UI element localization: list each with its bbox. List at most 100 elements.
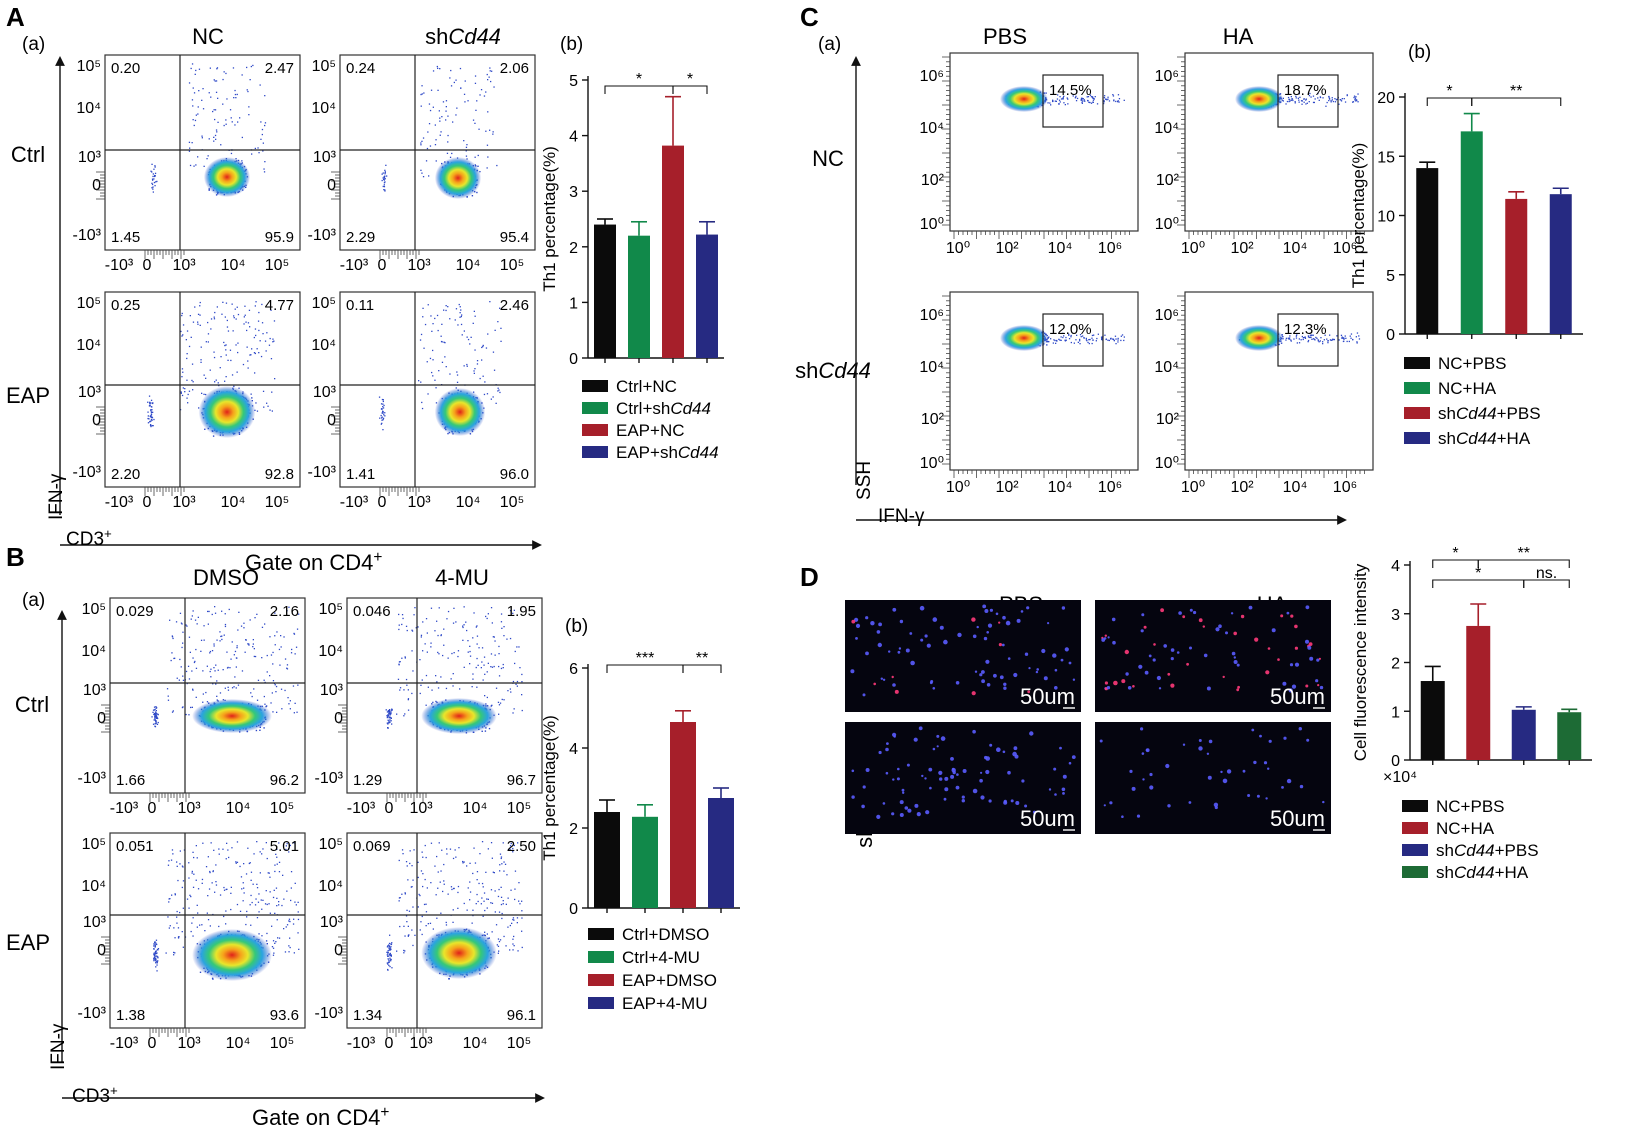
x-axis-ticks: 10⁰ 10² 10⁴ 10⁶ xyxy=(946,470,1130,496)
y-tick-label: 4 xyxy=(1391,558,1400,575)
x-tick-label: 10³ xyxy=(172,257,196,274)
y-tick-label: -10³ xyxy=(73,227,102,244)
y-tick-label: 10⁰ xyxy=(1155,455,1179,472)
x-tick-label: 10⁴ xyxy=(221,257,246,274)
plot-frame xyxy=(109,597,306,794)
y-tick-label: 10³ xyxy=(78,384,102,401)
y-tick-label: 3 xyxy=(569,184,578,201)
quadrant-value-bottom-left: 1.41 xyxy=(346,466,375,483)
bar-shcd44-ha xyxy=(1557,712,1582,760)
y-tick-label: 10⁴ xyxy=(919,359,944,376)
x-tick-label: -10³ xyxy=(110,800,139,817)
cell-nuclei xyxy=(1101,605,1324,693)
y-tick-label: 10⁴ xyxy=(311,337,336,354)
quadrant-value-top-left: 0.051 xyxy=(116,838,154,855)
panel-a-sub-a: (a) xyxy=(22,34,45,55)
legend-label: NC+HA xyxy=(1436,819,1495,838)
y-tick-label: 4 xyxy=(569,129,578,146)
y-tick-label: 10⁰ xyxy=(920,455,944,472)
y-tick-label: 10⁴ xyxy=(81,643,106,660)
quadrant-value-bottom-left: 1.66 xyxy=(116,772,145,789)
panel-b-col-title-1: DMSO xyxy=(193,565,259,590)
x-tick-label: 0 xyxy=(378,494,387,511)
quadrant-value-top-right: 2.47 xyxy=(265,60,294,77)
panel-c-col-title-2: HA xyxy=(1223,24,1254,49)
panel-d: PBS HA NC shCd44 50um 50um 50um 50um 012… xyxy=(845,545,1592,882)
x-tick-label: 10² xyxy=(995,240,1019,257)
micrograph-background xyxy=(845,722,1081,834)
y-tick-label: 10⁴ xyxy=(76,100,101,117)
panel-a: (a) NC shCd44 Ctrl EAP IFN-γ CD3+ Gate o… xyxy=(6,24,724,575)
y-axis-ticks: 10⁵ 10⁴ 10³ 0 -10³ xyxy=(73,58,105,244)
bar-ctrl-dmso xyxy=(594,812,620,908)
y-tick-label: 0 xyxy=(569,901,578,918)
y-tick-label: 5 xyxy=(569,73,578,90)
legend-label: shCd44+HA xyxy=(1438,429,1531,448)
y-tick-label: 10² xyxy=(1156,172,1180,189)
x-tick-label: 10⁴ xyxy=(1048,240,1073,257)
x-tick-label: 10⁰ xyxy=(946,479,970,496)
y-tick-label: 10³ xyxy=(83,682,107,699)
bar-shcd44-pbs xyxy=(1505,198,1528,334)
plot-frame xyxy=(346,597,543,794)
population-density xyxy=(421,927,497,979)
y-tick-label: -10³ xyxy=(315,1005,344,1022)
x-tick-label: 10⁶ xyxy=(1333,479,1357,496)
population-density xyxy=(421,698,497,734)
gate-box xyxy=(1042,313,1104,367)
significance-marker: ** xyxy=(696,650,708,667)
x-tick-label: 10⁵ xyxy=(500,494,524,511)
micrograph-shcd44-ha: 50um xyxy=(1095,722,1331,834)
x-tick-label: 10⁶ xyxy=(1098,479,1122,496)
bar-chart-a: 0 1 2 3 4 5 Th1 percentage(%) * * Ctrl+NC Ctrl+shC… xyxy=(540,71,724,462)
x-tick-label: 10⁴ xyxy=(1048,479,1073,496)
significance-marker: * xyxy=(1475,565,1481,582)
significance-marker: ** xyxy=(1518,545,1530,562)
quadrant-value-bottom-right: 93.6 xyxy=(270,1007,299,1024)
legend-label: Ctrl+4-MU xyxy=(622,948,700,967)
y-tick-label: -10³ xyxy=(73,464,102,481)
x-tick-label: 10² xyxy=(995,479,1019,496)
significance-bracket xyxy=(1477,559,1570,568)
y-tick-label: 10³ xyxy=(320,682,344,699)
panel-a-x-label: CD3+ xyxy=(66,526,112,551)
y-tick-label: 10⁴ xyxy=(318,878,343,895)
x-tick-label: -10³ xyxy=(105,257,134,274)
plot-frame xyxy=(104,291,301,488)
micrograph-background xyxy=(845,600,1081,712)
legend-swatch xyxy=(588,928,614,940)
legend-label: NC+HA xyxy=(1438,379,1497,398)
y-tick-label: 10³ xyxy=(313,384,337,401)
x-tick-label: 10⁵ xyxy=(270,1035,294,1052)
y-tick-label: 10⁵ xyxy=(319,601,343,618)
quadrant-value-top-right: 2.16 xyxy=(270,603,299,620)
y-tick-label: 1 xyxy=(569,295,578,312)
panel-c-col-title-1: PBS xyxy=(983,24,1027,49)
legend-label: NC+PBS xyxy=(1436,797,1505,816)
x-axis-ticks: 10⁰ 10² 10⁴ 10⁶ xyxy=(946,231,1130,257)
population-density xyxy=(434,157,482,199)
y-tick-label: 0 xyxy=(1391,753,1400,770)
bar-nc-ha xyxy=(1466,625,1491,760)
bar-ctrl-4-mu xyxy=(632,816,658,908)
y-axis-label: Th1 percentage(%) xyxy=(1349,143,1368,289)
x-axis-ticks: -10³ 0 10³ 10⁴ 10⁵ xyxy=(340,487,524,511)
y-tick-label: 10⁴ xyxy=(81,878,106,895)
y-tick-label: 0 xyxy=(327,177,336,194)
x-tick-label: 10⁵ xyxy=(500,257,524,274)
quadrant-value-bottom-left: 1.29 xyxy=(353,772,382,789)
y-tick-label: 2 xyxy=(1391,656,1400,673)
x-tick-label: 10³ xyxy=(172,494,196,511)
y-axis-label: Th1 percentage(%) xyxy=(540,715,559,861)
gate-percentage: 12.0% xyxy=(1049,321,1092,338)
y-axis-ticks: 10⁵ 10⁴ 10³ 0 -10³ xyxy=(315,601,347,787)
x-tick-label: 0 xyxy=(143,494,152,511)
population-density xyxy=(434,388,486,436)
